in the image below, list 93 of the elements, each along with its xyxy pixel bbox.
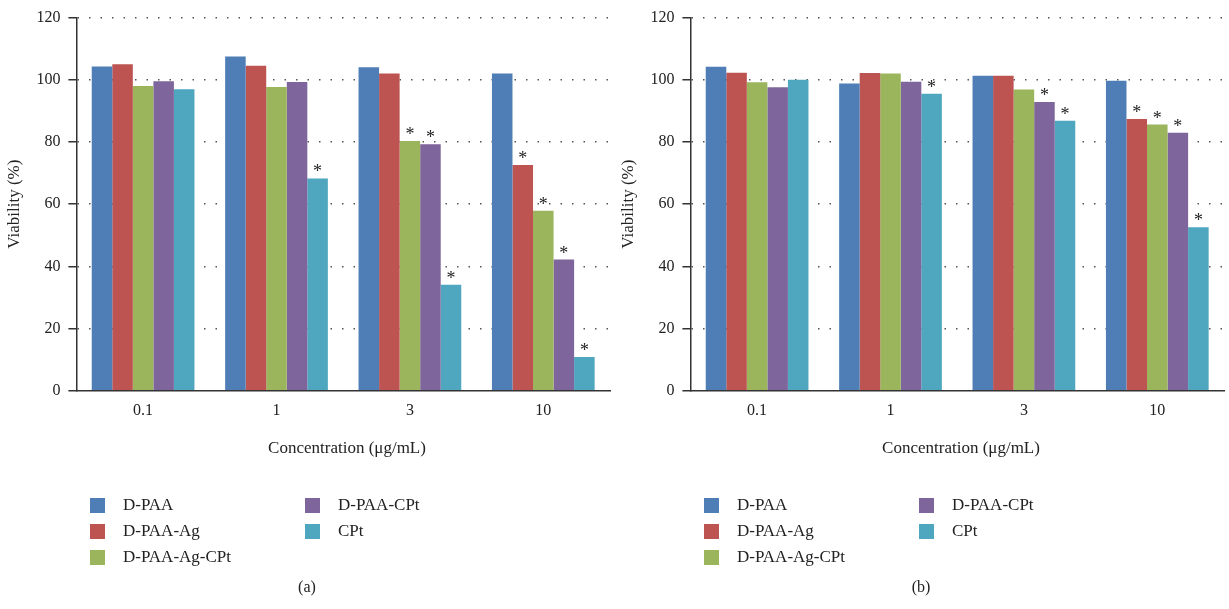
bar: [225, 56, 246, 391]
x-tick-label: 10: [535, 400, 552, 418]
y-tick-label: 60: [44, 194, 61, 212]
data-label: *: [518, 148, 528, 169]
y-tick-label: 0: [52, 381, 61, 398]
legend-label: D-PAA: [123, 495, 174, 515]
data-label: *: [1132, 101, 1142, 122]
bar: [112, 64, 133, 391]
y-tick-label: 60: [658, 194, 675, 212]
bar: [859, 72, 881, 391]
data-label: *: [1173, 115, 1183, 136]
data-label: *: [1060, 103, 1070, 124]
x-axis-title: Concentration (μg/mL): [881, 438, 1041, 458]
data-label: *: [538, 193, 548, 214]
data-label: *: [446, 267, 456, 288]
bar: [1188, 227, 1209, 391]
data-label: *: [425, 127, 435, 148]
y-tick-label: 100: [650, 70, 675, 87]
bar: [900, 81, 922, 391]
bar: [358, 67, 380, 391]
bar: [173, 89, 195, 391]
data-label: *: [405, 124, 415, 145]
bar: [491, 73, 513, 391]
bar: [420, 144, 441, 391]
legend-label: D-PAA: [737, 495, 788, 515]
y-axis-title: Viability (%): [3, 159, 23, 249]
legend-label: D-PAA-Ag: [123, 521, 200, 541]
data-label: *: [1039, 84, 1049, 105]
bar: [245, 65, 267, 391]
y-tick-label: 20: [44, 318, 61, 336]
y-axis-title: Viability (%): [617, 159, 637, 249]
bar: [1013, 89, 1035, 391]
data-label: *: [559, 242, 569, 263]
y-tick-label: 40: [658, 256, 675, 274]
bar: [440, 284, 462, 391]
legend-label: D-PAA-CPt: [952, 495, 1034, 515]
bar: [746, 82, 768, 391]
bar: [286, 81, 308, 391]
x-tick-label: 3: [1019, 400, 1028, 418]
bar: [91, 66, 113, 391]
bar: [533, 210, 554, 391]
legend-label: CPt: [952, 521, 978, 541]
y-tick-label: 120: [650, 7, 675, 25]
bar: [153, 81, 174, 391]
bar: [132, 86, 154, 391]
data-label: *: [313, 161, 323, 182]
bar: [553, 259, 575, 391]
text: (a): [297, 578, 317, 596]
bar: [972, 75, 994, 391]
bar: [767, 87, 788, 391]
legend-label: D-PAA-Ag: [737, 521, 814, 541]
legend-label: D-PAA-Ag-CPt: [737, 547, 846, 567]
bar: [379, 73, 400, 391]
bar: [787, 79, 809, 391]
bar: [1147, 124, 1168, 391]
x-tick-label: 3: [405, 400, 414, 418]
bar: [266, 86, 287, 391]
legend-label: D-PAA-CPt: [338, 495, 420, 515]
y-tick-label: 0: [666, 381, 675, 398]
x-tick-label: 1: [886, 400, 895, 418]
data-label: *: [927, 76, 937, 97]
x-tick-label: 10: [1149, 400, 1166, 418]
bar: [993, 75, 1014, 391]
bar: [921, 93, 942, 391]
data-label: *: [1193, 210, 1203, 231]
data-label: *: [1152, 107, 1162, 128]
y-tick-label: 40: [44, 256, 61, 274]
bar: [512, 165, 534, 391]
legend-label: D-PAA-Ag-CPt: [123, 547, 232, 567]
y-tick-label: 120: [36, 7, 61, 25]
y-tick-label: 80: [44, 132, 61, 150]
data-label: *: [579, 339, 589, 360]
bar: [1126, 118, 1148, 391]
bar: [705, 66, 727, 391]
legend-label: CPt: [338, 521, 364, 541]
bar: [1105, 80, 1127, 391]
bar: [839, 83, 860, 391]
x-tick-label: 0.1: [747, 400, 768, 418]
y-tick-label: 20: [658, 318, 675, 336]
x-axis-title: Concentration (μg/mL): [267, 438, 427, 458]
bar: [726, 72, 747, 391]
bar: [1034, 101, 1055, 391]
bar: [1054, 120, 1076, 391]
text: (b): [910, 578, 932, 596]
x-tick-label: 0.1: [133, 400, 154, 418]
bar: [307, 178, 328, 391]
bar: [574, 356, 595, 391]
y-tick-label: 100: [36, 70, 61, 87]
x-tick-label: 1: [272, 400, 281, 418]
bar: [880, 73, 901, 391]
bar: [1167, 132, 1189, 391]
bar: [399, 141, 421, 391]
y-tick-label: 80: [658, 132, 675, 150]
